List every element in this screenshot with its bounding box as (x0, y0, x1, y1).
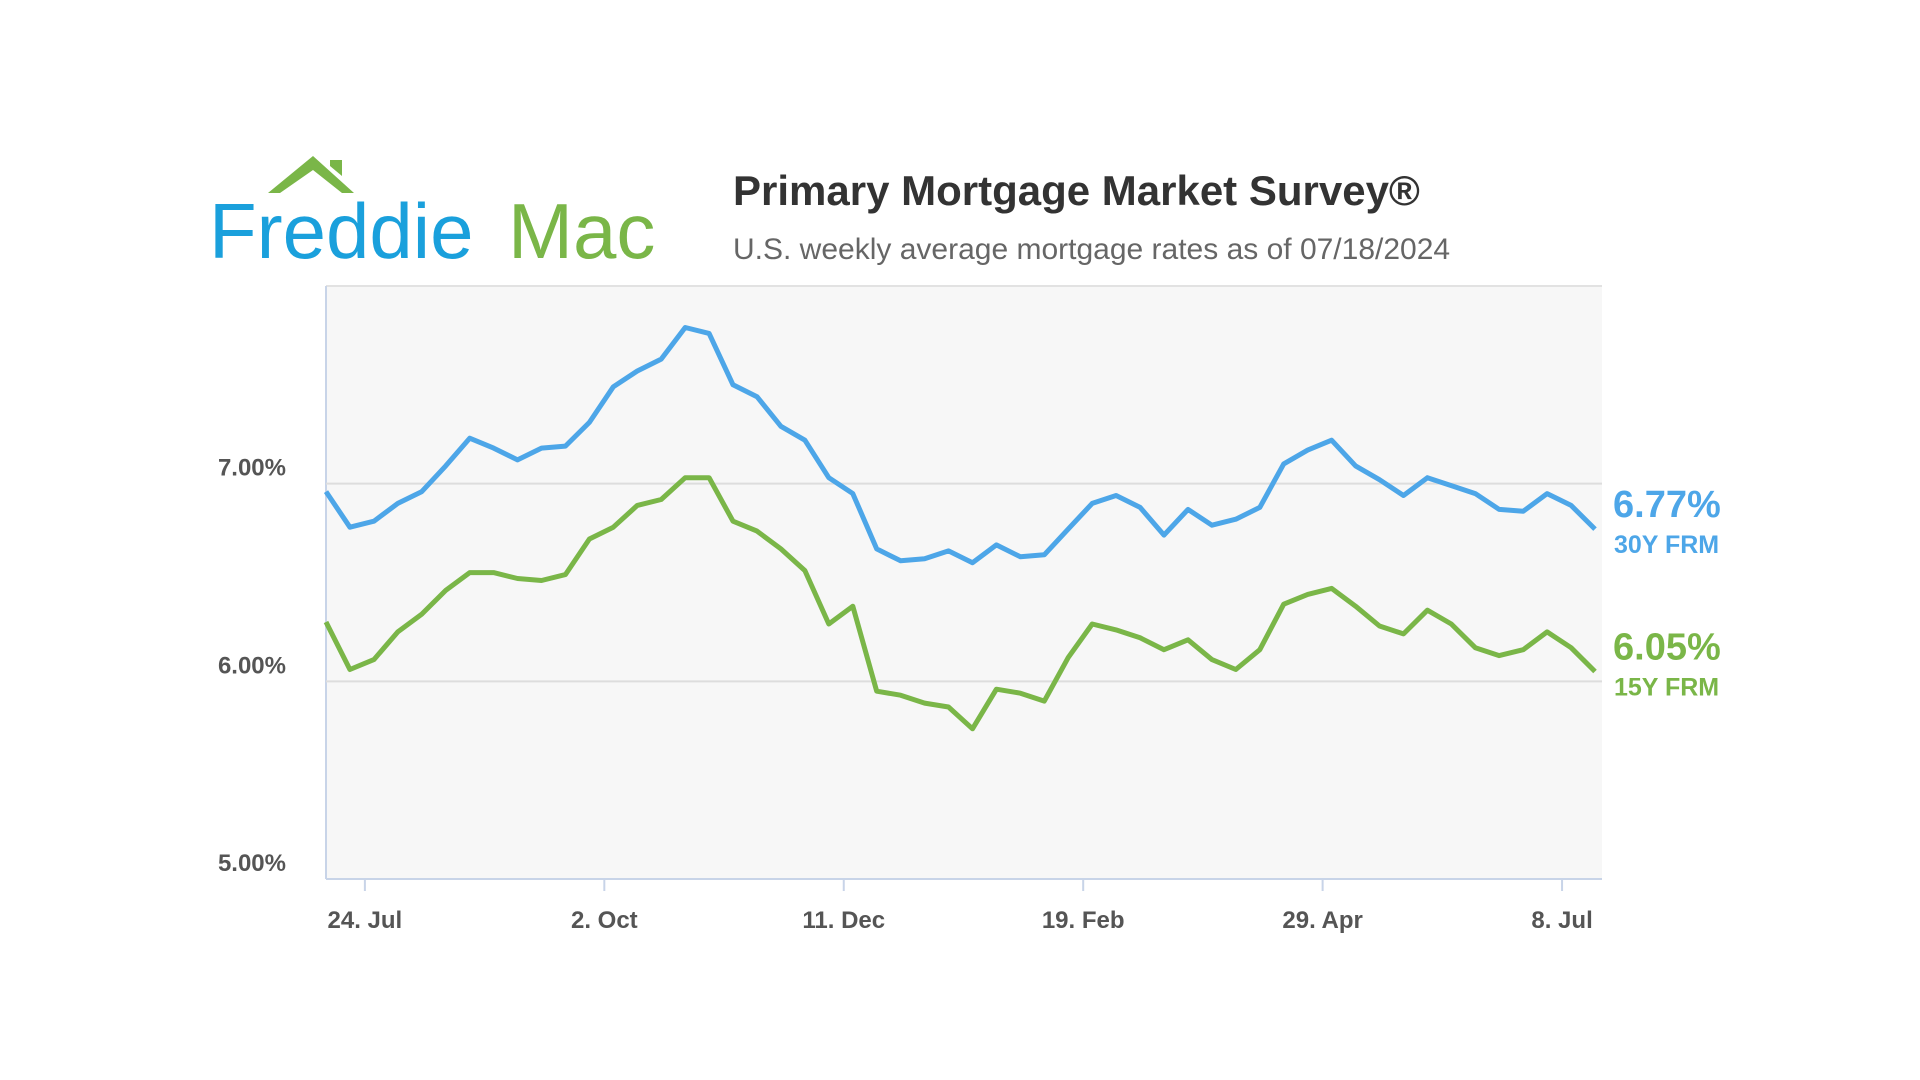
x-tick-label: 2. Oct (571, 907, 638, 934)
x-tick-label: 24. Jul (328, 907, 403, 934)
logo-word: Mac (508, 187, 655, 275)
logo-house (268, 156, 354, 193)
plot-area (326, 286, 1602, 879)
x-tick-label: 8. Jul (1531, 907, 1592, 934)
legend-label: 30Y FRM (1614, 531, 1719, 559)
y-tick-label: 5.00% (218, 850, 286, 877)
y-tick-label: 7.00% (218, 455, 286, 482)
logo-word: Freddie (209, 187, 473, 275)
end-value-label: 6.05% (1613, 626, 1721, 668)
chart-subtitle: U.S. weekly average mortgage rates as of… (733, 233, 1450, 266)
x-tick-label: 29. Apr (1282, 907, 1362, 934)
line-series (323, 475, 1597, 732)
x-tick-label: 11. Dec (802, 907, 885, 934)
end-value-label: 6.77% (1613, 484, 1721, 526)
line-series (323, 325, 1597, 566)
chart-title: Primary Mortgage Market Survey® (733, 167, 1420, 214)
y-tick-label: 6.00% (218, 652, 286, 679)
x-tick-label: 19. Feb (1042, 907, 1125, 934)
legend-label: 15Y FRM (1614, 673, 1719, 701)
